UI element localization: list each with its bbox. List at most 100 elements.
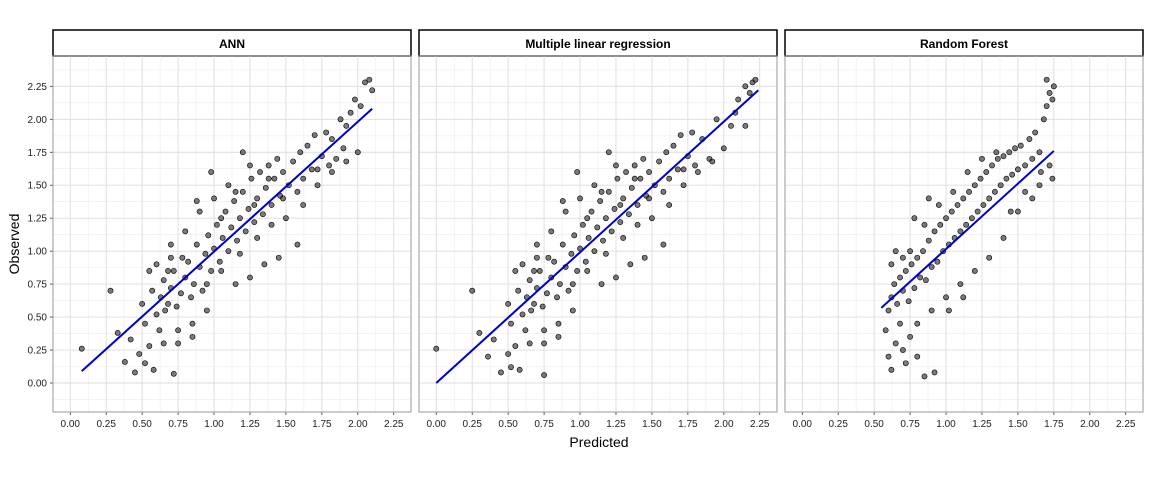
data-point [114,329,121,336]
data-point [551,258,558,265]
data-point [598,188,605,195]
data-point [1036,149,1043,156]
data-point [1006,149,1013,156]
data-point [254,195,261,202]
x-tick-label: 2.00 [1080,419,1100,430]
data-point [343,158,350,165]
data-point [556,281,563,288]
data-point [173,303,180,310]
data-point [214,221,220,228]
data-point [526,340,533,347]
data-point [680,166,687,173]
panel-2: Multiple linear regression 0.00 0.25 0.50 0.… [418,29,778,430]
data-point [882,327,889,334]
data-point [127,336,134,343]
data-point [660,188,667,195]
y-tick-label: 1.50 [28,181,48,192]
data-point [568,250,575,257]
data-point [971,182,978,189]
data-point [218,268,225,274]
data-point [231,198,238,204]
panel-border [52,55,412,413]
data-point [188,294,194,301]
data-point [885,307,892,314]
data-point [663,149,670,156]
data-point [1038,169,1044,175]
data-point [247,162,253,169]
data-point [239,149,246,156]
data-point [121,358,128,365]
data-point [326,162,332,169]
data-point [966,188,972,195]
data-point [165,300,171,307]
data-point [943,294,949,301]
data-point [620,235,627,241]
data-point [268,202,275,208]
x-tick-label: 0.00 [61,419,81,430]
data-point [594,224,601,231]
data-point [746,90,753,96]
data-point [179,254,186,261]
data-point [640,155,647,162]
data-point [986,195,993,202]
data-point [555,320,562,327]
y-axis-title: Observed [6,214,22,275]
data-point [208,169,215,175]
data-point [891,281,898,288]
data-point [178,290,184,297]
data-point [943,215,949,222]
data-point [634,221,641,228]
data-point [614,175,621,182]
data-point [899,254,906,261]
data-point [433,345,440,352]
x-tick-label: 1.75 [678,419,698,430]
data-point [1040,116,1047,123]
data-point [897,320,903,327]
data-point [559,198,566,204]
data-point [897,274,903,281]
data-point [193,198,200,204]
data-point [631,162,638,169]
data-point [232,188,239,195]
x-tick-label: 0.25 [96,419,116,430]
data-point [531,300,537,307]
data-point [257,169,263,175]
data-point [340,145,347,152]
data-point [352,96,358,103]
data-point [505,300,512,307]
data-point [588,208,595,215]
data-point [271,175,278,182]
data-point [605,149,612,156]
data-point [555,333,562,340]
data-point [536,268,543,274]
data-point [533,254,540,261]
data-point [907,333,913,340]
data-point [914,254,921,261]
panel-border [418,55,778,413]
data-point [925,195,932,202]
x-tick-label: 0.75 [168,419,188,430]
x-tick-label: 2.25 [1116,419,1136,430]
data-point [254,235,261,241]
x-tick-label: 1.00 [570,419,590,430]
data-point [611,206,618,212]
data-point [165,268,171,274]
data-point [562,208,569,215]
x-tick-label: 1.00 [204,419,224,430]
data-point [153,261,160,268]
data-point [329,136,335,142]
data-point [591,248,598,255]
data-point [948,208,955,215]
data-point [935,202,942,208]
data-point [620,195,627,202]
data-point [641,254,648,261]
data-point [954,202,961,208]
data-point [531,268,537,274]
panel-strip [418,29,778,57]
data-point [199,287,206,294]
data-point [674,166,681,173]
data-point [670,142,677,149]
data-point [260,211,266,218]
x-tick-label: 1.75 [1044,419,1064,430]
data-point [742,83,749,90]
